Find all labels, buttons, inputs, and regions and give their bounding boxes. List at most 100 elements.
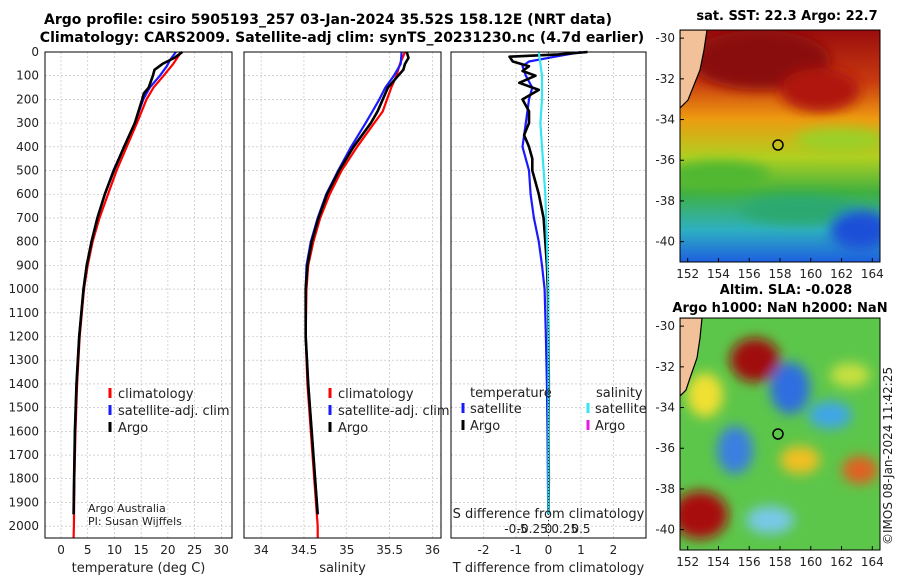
x-axis-label: temperature (deg C) (72, 561, 206, 576)
legend-header-temperature: temperature (470, 386, 552, 401)
y-tick-label: 1200 (8, 329, 39, 343)
map-x-tick-label: 152 (676, 555, 699, 569)
y-tick-label: 1900 (8, 495, 39, 509)
x-tick-label: -2 (478, 543, 490, 557)
plot-frame (44, 51, 233, 539)
series-line-argo (304, 51, 410, 515)
sst-map (680, 30, 880, 262)
x-tick-label: -1 (510, 543, 522, 557)
legend-label: Argo (118, 421, 148, 436)
map-x-tick-label: 156 (738, 267, 761, 281)
plot-frame (243, 51, 442, 539)
s-tick-label: -0.25 (517, 522, 548, 536)
y-tick-label: 1300 (8, 353, 39, 367)
map-x-tick-label: 160 (799, 267, 822, 281)
legend-label: satellite-adj. clim (338, 404, 450, 419)
map-y-tick-label: -30 (655, 319, 675, 333)
x-tick-label: 34 (253, 543, 268, 557)
map-x-tick-label: 156 (738, 555, 761, 569)
x-tick-label: 5 (84, 543, 92, 557)
map-x-tick-label: 158 (769, 555, 792, 569)
sst-map-title: sat. SST: 22.3 Argo: 22.7 (696, 9, 877, 24)
map-y-tick-label: -36 (655, 153, 675, 167)
legend-header-salinity: salinity (596, 386, 643, 401)
x-tick-label: 20 (160, 543, 175, 557)
y-tick-label: 1000 (8, 282, 39, 296)
s-tick-label: 0.25 (551, 522, 578, 536)
y-tick-label: 300 (16, 116, 39, 130)
x-tick-label: 36 (425, 543, 440, 557)
map-y-tick-label: -40 (655, 523, 675, 537)
y-tick-label: 1800 (8, 472, 39, 486)
y-tick-label: 100 (16, 69, 39, 83)
figure-title-line1: Argo profile: csiro 5905193_257 03-Jan-2… (44, 12, 612, 28)
plot-area (244, 52, 441, 538)
x-axis-label: salinity (319, 561, 366, 576)
map-x-tick-label: 164 (861, 555, 884, 569)
sla-map (680, 318, 880, 550)
map-x-tick-label: 158 (769, 267, 792, 281)
x-tick-label: 25 (187, 543, 202, 557)
map-x-tick-label: 160 (799, 555, 822, 569)
x-tick-label: 30 (214, 543, 229, 557)
map-x-tick-label: 162 (830, 555, 853, 569)
x-tick-label: 34.5 (291, 543, 318, 557)
map-x-tick-label: 152 (676, 267, 699, 281)
s-tick-label: 0.5 (571, 522, 590, 536)
sla-map-title-line2: Argo h1000: NaN h2000: NaN (672, 301, 887, 316)
x-tick-label: 0 (57, 543, 65, 557)
x-tick-label: 15 (134, 543, 149, 557)
y-tick-label: 700 (16, 211, 39, 225)
temperature-panel: 0100200300400500600700800900100011001200… (8, 45, 233, 576)
y-tick-label: 2000 (8, 519, 39, 533)
legend-label: Argo (595, 419, 625, 434)
plot-frame (450, 51, 647, 539)
map-y-tick-label: -40 (655, 235, 675, 249)
legend-label: Argo (338, 421, 368, 436)
sst-land (680, 30, 708, 109)
map-x-tick-label: 154 (707, 555, 730, 569)
map-y-tick-label: -34 (655, 113, 675, 127)
x-tick-label: 35 (339, 543, 354, 557)
map-y-tick-label: -32 (655, 360, 675, 374)
x-axis-label: T difference from climatology (452, 561, 645, 576)
y-tick-label: 1700 (8, 448, 39, 462)
series-line-argo (72, 50, 184, 515)
credit-line2: PI: Susan Wijffels (88, 515, 182, 528)
map-y-tick-label: -32 (655, 72, 675, 86)
y-tick-label: 0 (31, 45, 39, 59)
y-tick-label: 900 (16, 258, 39, 272)
map-y-tick-label: -30 (655, 31, 675, 45)
sst-float-marker (772, 139, 784, 151)
x-tick-label: 2 (610, 543, 618, 557)
sla-float-marker (772, 428, 784, 440)
map-y-tick-label: -38 (655, 194, 675, 208)
legend-label: satellite-adj. clim (118, 404, 230, 419)
s-tick-label: 0 (545, 522, 553, 536)
legend-label: satellite (595, 402, 647, 417)
y-tick-label: 200 (16, 92, 39, 106)
s-tick-label: -0.5 (504, 522, 527, 536)
x-tick-label: 0 (545, 543, 553, 557)
imos-stamp: ©IMOS 08-Jan-2024 11:42:25 (881, 367, 895, 545)
series-line-t-satellite (521, 50, 582, 515)
map-x-tick-label: 164 (861, 267, 884, 281)
sla-map-title-line1: Altim. SLA: -0.028 (720, 283, 852, 298)
x-tick-label: 35.5 (376, 543, 403, 557)
y-tick-label: 400 (16, 140, 39, 154)
map-y-tick-label: -36 (655, 441, 675, 455)
plot-area (45, 52, 232, 538)
y-tick-label: 600 (16, 187, 39, 201)
difference-panel: -2 -1 0 1 2 T difference from climatology S di… (450, 50, 647, 576)
sla-land (680, 318, 703, 397)
series-line-s-satellite (537, 51, 550, 515)
map-x-tick-label: 162 (830, 267, 853, 281)
figure-title-line2: Climatology: CARS2009. Satellite-adj cli… (40, 30, 644, 46)
legend-label: climatology (118, 387, 194, 402)
x-tick-label: 1 (577, 543, 585, 557)
map-y-tick-label: -38 (655, 482, 675, 496)
legend-label: Argo (470, 419, 500, 434)
map-y-tick-label: -34 (655, 401, 675, 415)
y-tick-label: 1100 (8, 306, 39, 320)
